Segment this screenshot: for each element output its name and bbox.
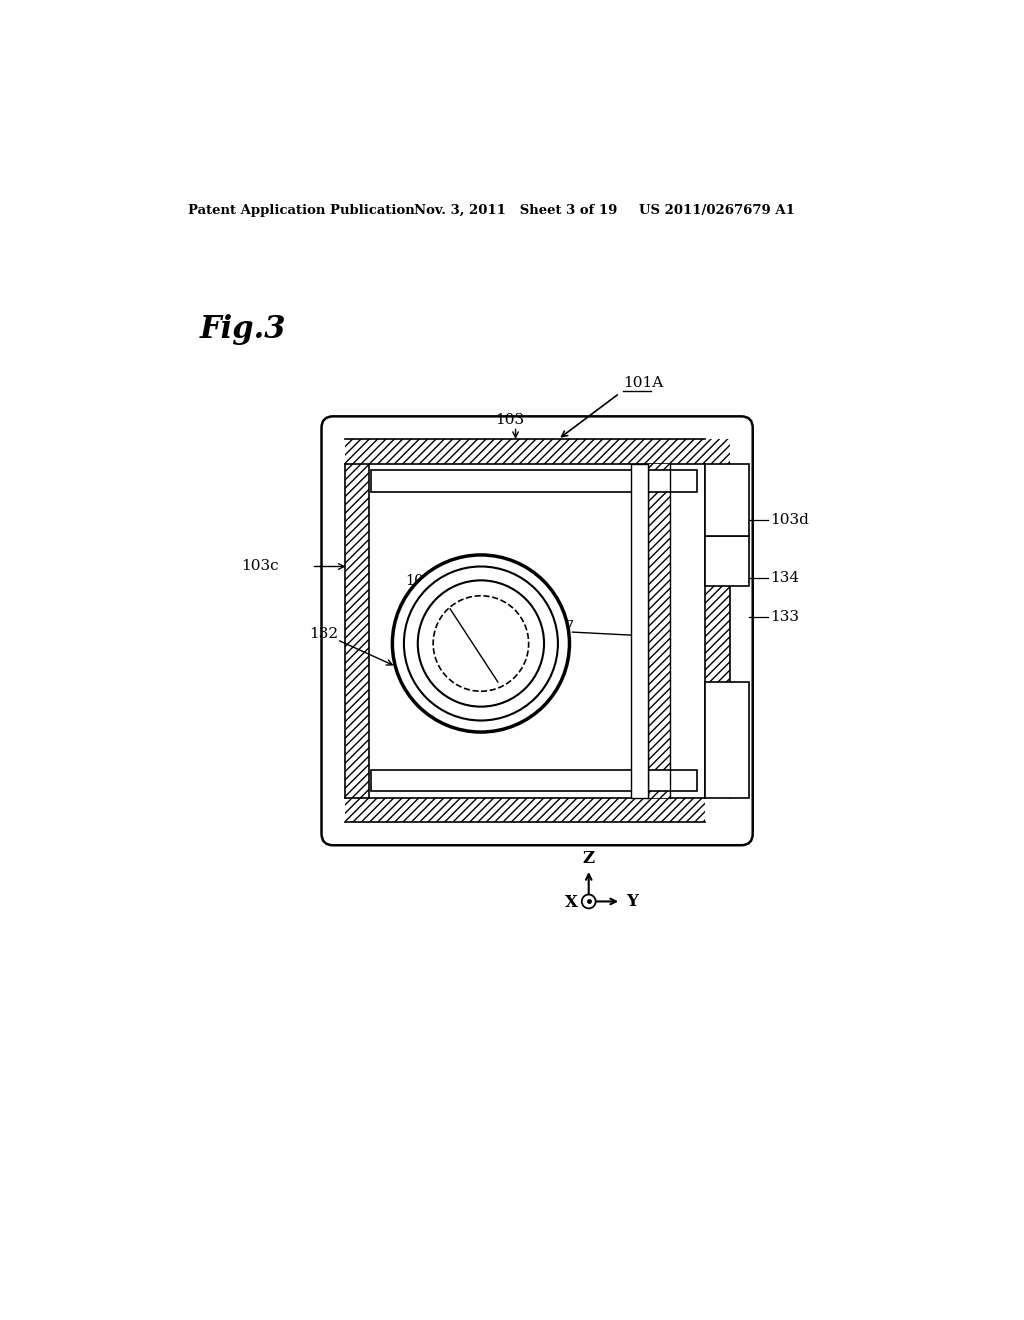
Bar xyxy=(371,470,697,492)
Text: 101A: 101A xyxy=(624,376,664,391)
Ellipse shape xyxy=(433,595,528,692)
Text: 103: 103 xyxy=(495,413,524,428)
Bar xyxy=(705,682,749,797)
Bar xyxy=(370,465,705,797)
Bar xyxy=(631,465,648,797)
Text: 134: 134 xyxy=(770,572,799,585)
Bar xyxy=(345,797,705,822)
Text: 105(106): 105(106) xyxy=(406,573,472,587)
Text: 133: 133 xyxy=(770,610,799,623)
Text: 103d: 103d xyxy=(770,513,809,527)
Ellipse shape xyxy=(418,581,544,706)
Circle shape xyxy=(582,895,596,908)
Text: 107: 107 xyxy=(545,619,573,634)
Text: US 2011/0267679 A1: US 2011/0267679 A1 xyxy=(639,205,795,218)
Ellipse shape xyxy=(403,566,558,721)
Text: Y: Y xyxy=(626,892,638,909)
FancyBboxPatch shape xyxy=(322,416,753,845)
Text: X: X xyxy=(565,895,579,912)
Text: Z: Z xyxy=(583,850,595,867)
Text: Patent Application Publication: Patent Application Publication xyxy=(188,205,415,218)
Text: 103c: 103c xyxy=(241,560,279,573)
Bar xyxy=(705,536,749,586)
Bar xyxy=(705,465,749,536)
Bar xyxy=(345,440,705,465)
Text: 132: 132 xyxy=(309,627,338,642)
Text: 135: 135 xyxy=(462,586,489,601)
Text: Nov. 3, 2011   Sheet 3 of 19: Nov. 3, 2011 Sheet 3 of 19 xyxy=(414,205,617,218)
Bar xyxy=(371,770,697,792)
Bar xyxy=(345,440,370,797)
Bar xyxy=(648,465,670,797)
Text: Fig.3: Fig.3 xyxy=(200,314,287,345)
Bar xyxy=(705,440,730,797)
Ellipse shape xyxy=(392,554,569,733)
